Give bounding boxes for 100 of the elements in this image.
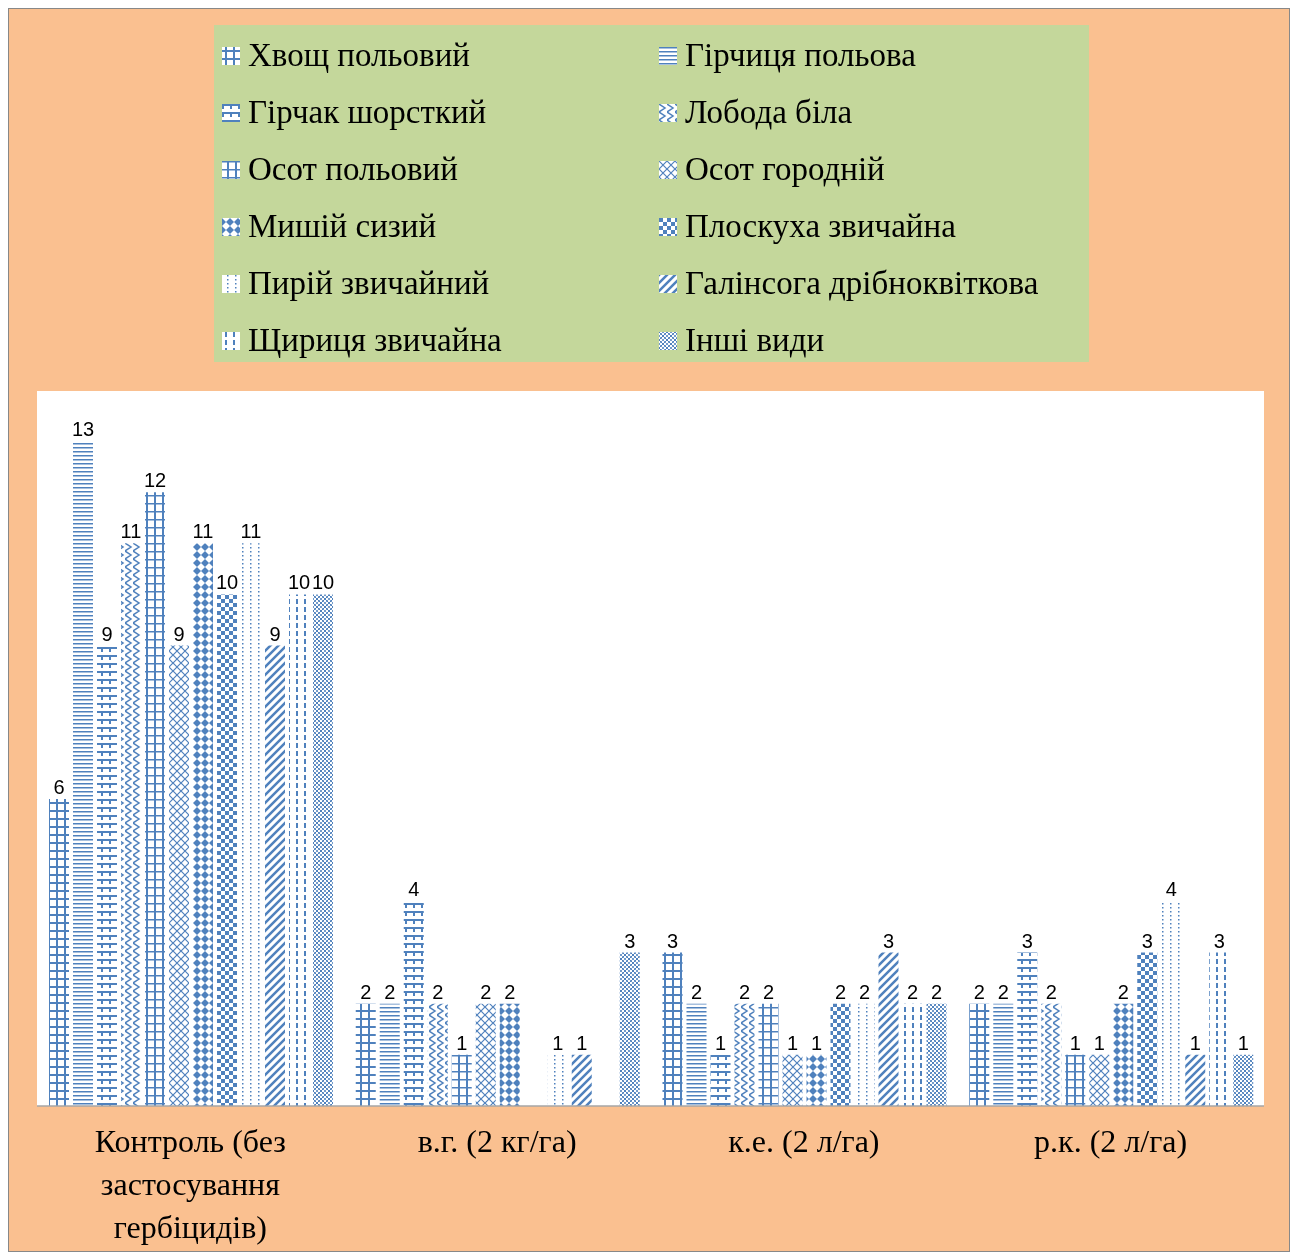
data-label: 9 bbox=[101, 622, 113, 645]
legend-label: Мишій сизий bbox=[248, 208, 437, 245]
legend-label: Гірчак шорсткий bbox=[248, 94, 487, 131]
data-label: 2 bbox=[1117, 980, 1129, 1003]
data-label: 1 bbox=[1093, 1031, 1105, 1054]
bar bbox=[193, 543, 213, 1106]
data-label: 1 bbox=[1069, 1031, 1081, 1054]
data-label: 6 bbox=[53, 776, 65, 799]
bar bbox=[710, 1054, 731, 1106]
x-tick-label: в.г. (2 кг/га) bbox=[417, 1123, 577, 1159]
legend-label: Плоскуха звичайна bbox=[685, 208, 956, 245]
data-label: 2 bbox=[738, 980, 751, 1003]
data-label: 1 bbox=[1237, 1031, 1249, 1054]
bar bbox=[289, 594, 309, 1106]
legend-label: Лобода біла bbox=[685, 94, 853, 131]
data-label: 2 bbox=[973, 980, 985, 1003]
bar bbox=[1113, 1003, 1134, 1106]
data-label: 2 bbox=[930, 980, 943, 1003]
data-label: 11 bbox=[120, 520, 142, 543]
data-label: 1 bbox=[714, 1031, 727, 1054]
data-label: 11 bbox=[192, 520, 214, 543]
data-label: 3 bbox=[882, 929, 895, 952]
bar bbox=[49, 799, 69, 1106]
legend-label: Інші види bbox=[685, 322, 825, 359]
legend-label: Щириця звичайна bbox=[248, 322, 502, 359]
data-label: 2 bbox=[360, 980, 372, 1003]
data-label: 2 bbox=[834, 980, 847, 1003]
data-label: 9 bbox=[269, 622, 281, 645]
bar bbox=[878, 952, 899, 1106]
bar bbox=[499, 1003, 520, 1106]
data-label: 2 bbox=[690, 980, 703, 1003]
bar bbox=[1185, 1054, 1206, 1106]
data-label: 9 bbox=[173, 622, 185, 645]
x-tick-label: к.е. (2 л/га) bbox=[728, 1123, 880, 1159]
data-label: 1 bbox=[1189, 1031, 1201, 1054]
data-label: 3 bbox=[1141, 929, 1153, 952]
bar bbox=[73, 441, 93, 1106]
bar bbox=[451, 1054, 472, 1106]
data-label: 1 bbox=[456, 1031, 468, 1054]
bar bbox=[427, 1003, 448, 1106]
data-label: 12 bbox=[143, 469, 167, 492]
legend-label: Пирій звичайний bbox=[248, 265, 490, 302]
bar bbox=[313, 594, 333, 1106]
data-label: 2 bbox=[997, 980, 1009, 1003]
bar bbox=[782, 1054, 803, 1106]
data-label: 2 bbox=[906, 980, 919, 1003]
data-label: 2 bbox=[858, 980, 871, 1003]
bar bbox=[926, 1003, 947, 1106]
legend-label: Галінсога дрібноквіткова bbox=[685, 265, 1039, 302]
bar bbox=[1233, 1054, 1254, 1106]
data-label: 10 bbox=[287, 571, 311, 594]
bar bbox=[265, 645, 285, 1106]
bar bbox=[806, 1054, 827, 1106]
x-tick-label: р.к. (2 л/га) bbox=[1034, 1123, 1188, 1159]
bar bbox=[1137, 952, 1158, 1106]
data-label: 2 bbox=[1045, 980, 1057, 1003]
bar bbox=[1089, 1054, 1110, 1106]
bar bbox=[217, 594, 237, 1106]
data-label: 2 bbox=[480, 980, 492, 1003]
bar bbox=[993, 1003, 1014, 1106]
legend-label: Осот городній bbox=[685, 151, 885, 188]
bar bbox=[662, 952, 683, 1106]
data-label: 1 bbox=[786, 1031, 799, 1054]
bar bbox=[758, 1003, 779, 1106]
legend-label: Осот польовий bbox=[248, 151, 458, 188]
data-label: 4 bbox=[1165, 878, 1177, 901]
bar bbox=[97, 645, 117, 1106]
bar bbox=[830, 1003, 851, 1106]
bar bbox=[619, 952, 640, 1106]
bar bbox=[1041, 1003, 1062, 1106]
data-label: 11 bbox=[240, 520, 262, 543]
bar bbox=[1017, 952, 1038, 1106]
data-label: 3 bbox=[1021, 929, 1033, 952]
bar bbox=[403, 901, 424, 1106]
bar bbox=[355, 1003, 376, 1106]
bar bbox=[379, 1003, 400, 1106]
data-label: 1 bbox=[810, 1031, 823, 1054]
data-label: 3 bbox=[1213, 929, 1225, 952]
data-label: 3 bbox=[624, 929, 636, 952]
bar bbox=[121, 543, 141, 1106]
bar bbox=[571, 1054, 592, 1106]
bar bbox=[169, 645, 189, 1106]
bar bbox=[145, 492, 165, 1106]
legend-label: Гірчиця польова bbox=[685, 37, 916, 74]
data-label: 13 bbox=[71, 418, 95, 440]
bar bbox=[686, 1003, 707, 1106]
bar bbox=[1065, 1054, 1086, 1106]
legend-label: Хвощ польовий bbox=[248, 37, 470, 74]
bar bbox=[475, 1003, 496, 1106]
data-label: 2 bbox=[384, 980, 396, 1003]
bar bbox=[902, 1003, 923, 1106]
data-label: 4 bbox=[408, 878, 420, 901]
data-label: 10 bbox=[215, 571, 239, 594]
bar bbox=[734, 1003, 755, 1106]
data-label: 2 bbox=[504, 980, 516, 1003]
data-label: 1 bbox=[552, 1031, 564, 1054]
bar bbox=[1161, 901, 1182, 1106]
data-label: 2 bbox=[762, 980, 775, 1003]
bar bbox=[969, 1003, 990, 1106]
data-label: 3 bbox=[666, 929, 679, 952]
